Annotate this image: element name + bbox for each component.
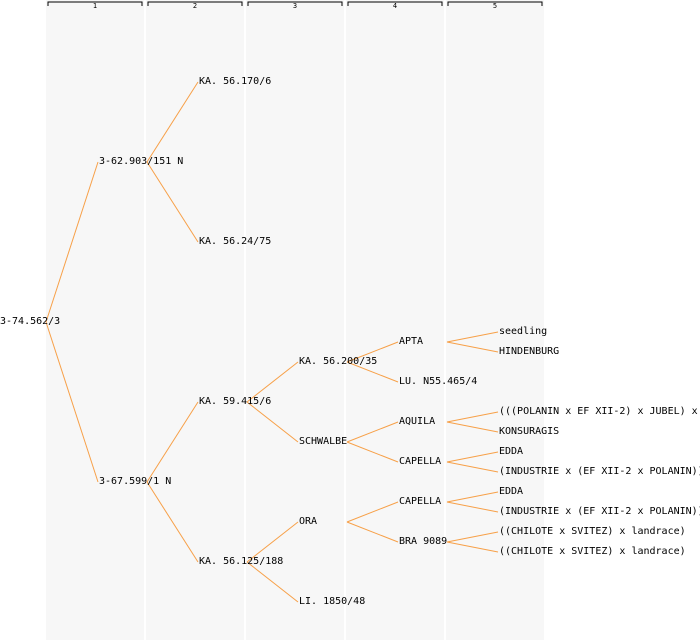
pedigree-edge [446,421,499,433]
pedigree-node: KA. 56.170/6 [199,76,272,87]
pedigree-edge [446,451,499,463]
column-header-bracket-1 [47,1,143,6]
column-header-3: 3 [292,2,298,10]
pedigree-edge [246,561,299,603]
pedigree-node: (INDUSTRIE x (EF XII-2 x POLANIN)) [499,506,700,517]
pedigree-edge [346,421,399,443]
pedigree-node: ((CHILOTE x SVITEZ) x landrace) [499,546,686,557]
pedigree-edge [446,411,499,423]
pedigree-edge [446,461,499,473]
column-header-bracket-2 [147,1,243,6]
column-header-bracket-4 [347,1,443,6]
pedigree-node: ((CHILOTE x SVITEZ) x landrace) [499,526,686,537]
pedigree-edge [446,331,499,343]
pedigree-node: APTA [399,336,424,347]
pedigree-edge [45,321,99,483]
pedigree-node: KA. 56.125/188 [199,556,284,567]
edge-lines [45,81,499,603]
pedigree-edge [146,401,199,483]
pedigree-node: EDDA [499,486,524,497]
column-separator [444,0,446,640]
pedigree-node: LI. 1850/48 [299,596,366,607]
pedigree-node: SCHWALBE [299,436,348,447]
pedigree-edge [146,81,199,163]
column-5-background [446,0,544,640]
pedigree-node: CAPELLA [399,496,442,507]
column-4-background [346,0,444,640]
pedigree-node: (INDUSTRIE x (EF XII-2 x POLANIN)) [499,466,700,477]
pedigree-edge [346,441,399,463]
pedigree-edge [246,401,299,443]
pedigree-edge [346,341,399,363]
column-separator [344,0,346,640]
column-1-background [46,0,144,640]
pedigree-node: 3-67.599/1 N [99,476,172,487]
pedigree-node: KA. 56.200/35 [299,356,378,367]
pedigree-edge [346,501,399,523]
column-header-bracket-5 [447,1,543,6]
pedigree-node: 3-62.903/151 N [99,156,184,167]
pedigree-edge [246,521,299,563]
column-separator [144,0,146,640]
column-separator [244,0,246,640]
pedigree-edge [146,161,199,243]
pedigree-edge [446,341,499,353]
pedigree-node: KA. 59.415/6 [199,396,272,407]
pedigree-edge [346,361,399,383]
pedigree-node: LU. N55.465/4 [399,376,478,387]
pedigree-node: seedling [499,326,548,337]
column-header-bracket-3 [247,1,343,6]
pedigree-node: KONSURAGIS [499,426,560,437]
pedigree-edge [446,491,499,503]
column-2-background [146,0,244,640]
pedigree-node: 3-74.562/3 [0,316,61,327]
pedigree-node: KA. 56.24/75 [199,236,272,247]
column-header-4: 4 [392,2,398,10]
pedigree-edge [146,481,199,563]
pedigree-node: HINDENBURG [499,346,560,357]
column-header-5: 5 [492,2,498,10]
pedigree-edge [45,161,99,323]
pedigree-edge [446,501,499,513]
pedigree-node: AQUILA [399,416,436,427]
pedigree-node: ORA [299,516,318,527]
column-header-brackets [47,1,543,6]
pedigree-node: EDDA [499,446,524,457]
pedigree-node: (((POLANIN x EF XII-2) x JUBEL) x [499,406,698,417]
pedigree-edge [446,541,499,553]
pedigree-node: CAPELLA [399,456,442,467]
pedigree-edge [246,361,299,403]
pedigree-edge [346,521,399,543]
column-header-1: 1 [92,2,98,10]
pedigree-edge [446,531,499,543]
pedigree-node: BRA 9089 [399,536,448,547]
column-header-2: 2 [192,2,198,10]
column-3-background [246,0,344,640]
